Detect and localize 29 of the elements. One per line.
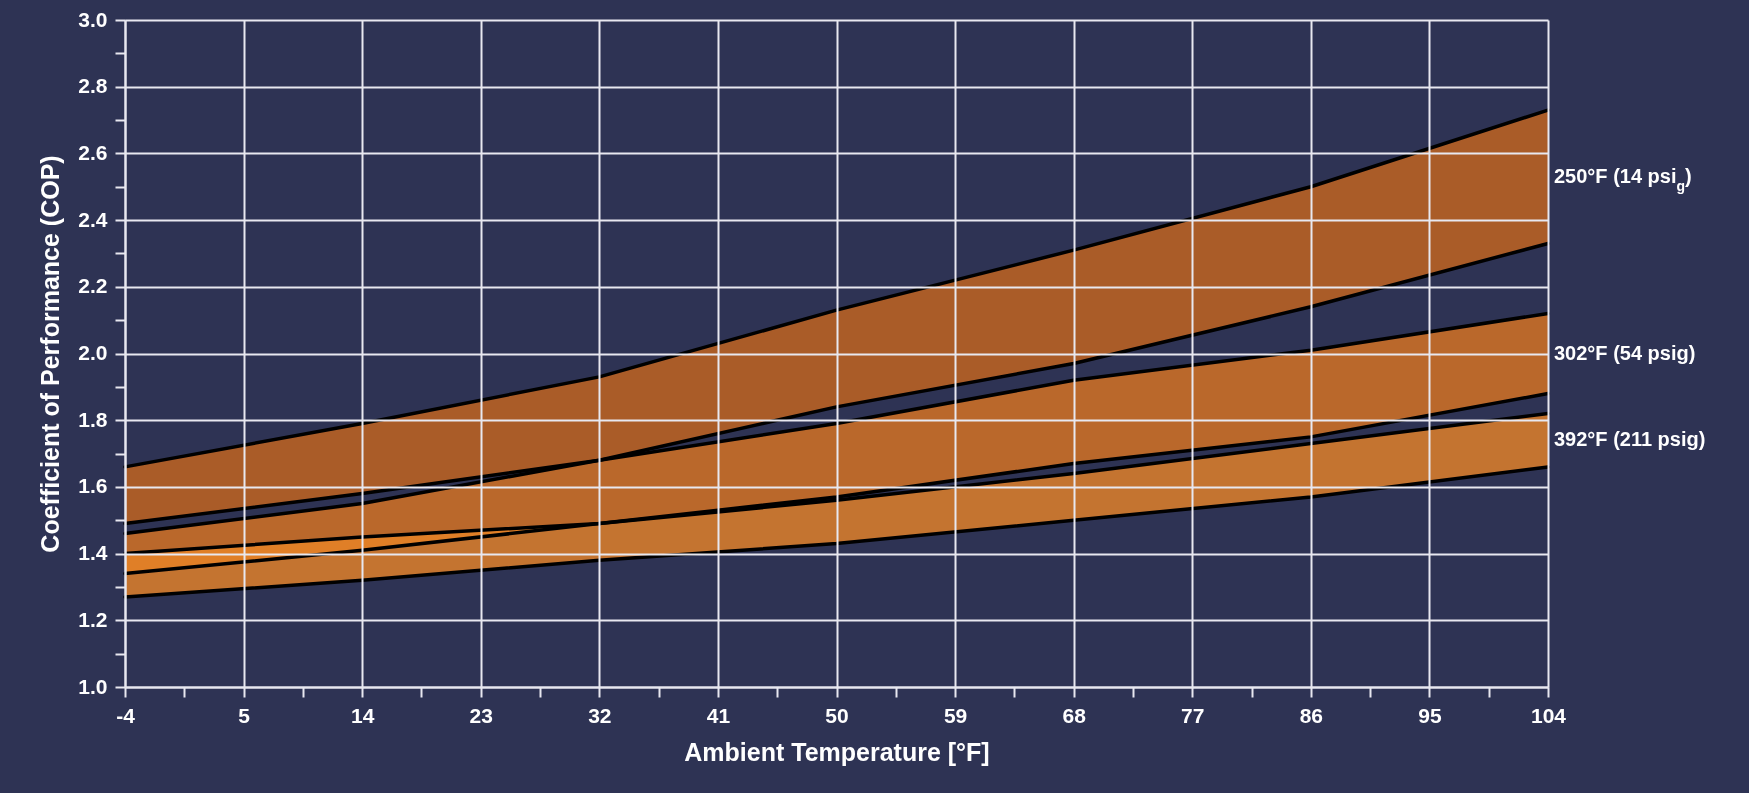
y-axis-title: Coefficient of Performance (COP)	[36, 155, 65, 553]
y-tick-label: 2.0	[78, 341, 108, 364]
y-tick-label: 1.2	[78, 607, 108, 631]
x-tick-label: 104	[1530, 703, 1567, 727]
x-axis-title: Ambient Temperature [°F]	[684, 737, 990, 766]
x-tick-label: 32	[588, 703, 612, 727]
x-tick-label: 86	[1299, 703, 1324, 727]
series-label: 392°F (211 psig)	[1554, 428, 1706, 451]
x-tick-label: 5	[238, 703, 251, 727]
y-tick-label: 2.6	[78, 140, 108, 164]
x-tick-label: 68	[1062, 703, 1087, 727]
y-tick-label: 1.4	[78, 541, 108, 565]
x-tick-label: -4	[116, 703, 136, 727]
y-tick-label: 3.0	[78, 7, 108, 31]
y-tick-label: 2.2	[78, 274, 108, 298]
x-tick-label: 14	[350, 703, 375, 727]
y-tick-label: 2.4	[78, 207, 108, 231]
y-tick-label: 1.8	[78, 407, 108, 431]
x-tick-label: 50	[825, 703, 849, 727]
x-tick-label: 95	[1418, 703, 1442, 727]
series-label: 302°F (54 psig)	[1554, 341, 1696, 364]
x-tick-label: 77	[1181, 703, 1205, 727]
x-tick-label: 59	[943, 703, 968, 727]
y-tick-label: 2.8	[78, 74, 108, 98]
y-tick-label: 1.6	[78, 474, 108, 498]
x-tick-label: 41	[706, 703, 731, 727]
y-tick-label: 1.0	[78, 674, 108, 698]
text: 250°F (14 psi$_{g}$)	[1554, 164, 1692, 194]
x-tick-label: 23	[469, 703, 493, 727]
